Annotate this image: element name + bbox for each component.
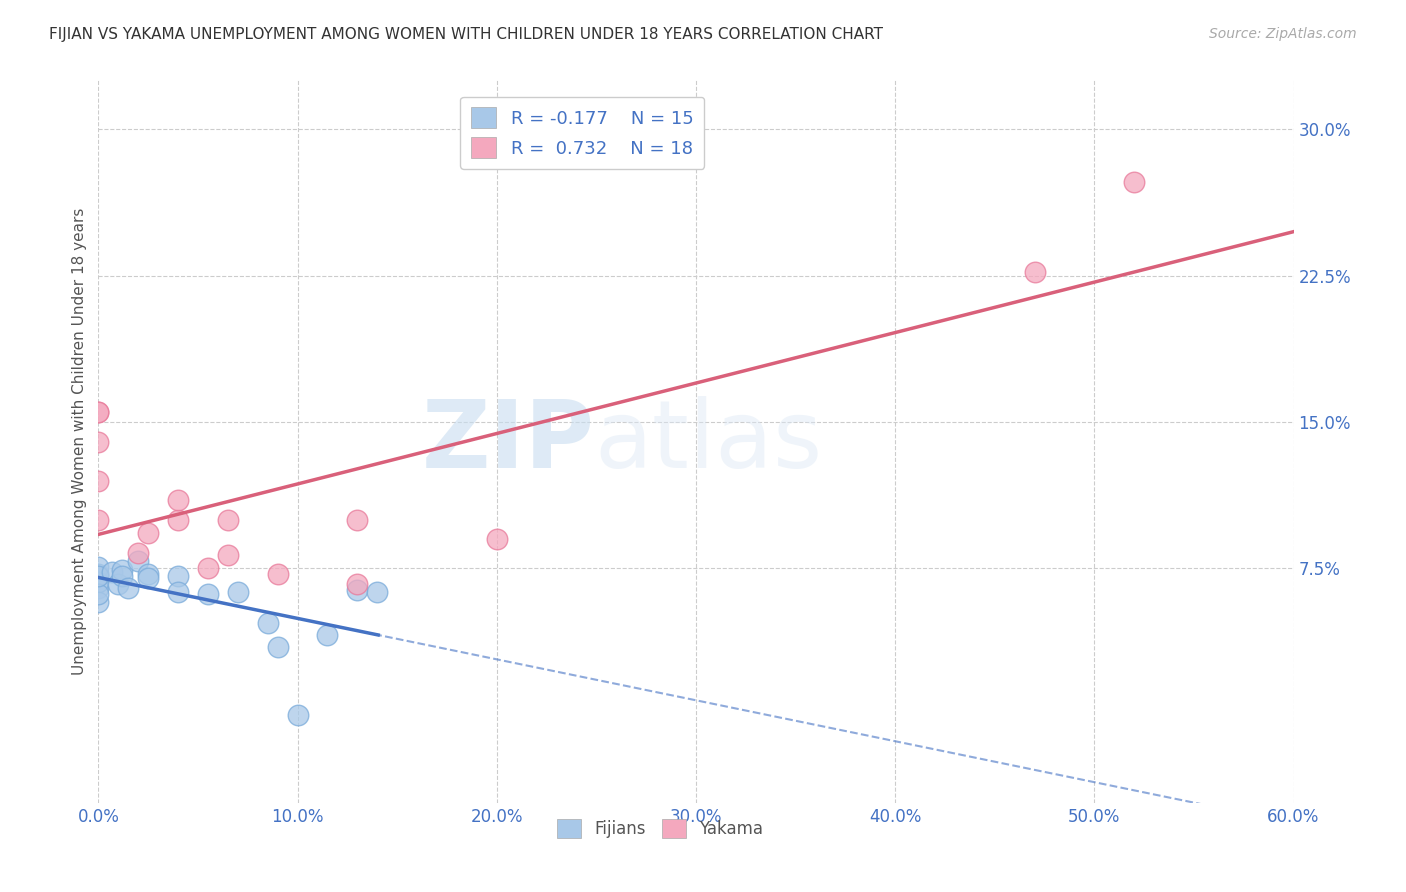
Point (346, 577, 368, 591)
Point (87, 405, 110, 419)
Point (217, 513, 239, 527)
Point (167, 513, 190, 527)
Point (87, 474, 110, 488)
Point (127, 546, 149, 560)
Point (167, 569, 190, 583)
Point (197, 561, 219, 575)
Point (87, 567, 110, 582)
Text: atlas: atlas (595, 395, 823, 488)
Point (87, 513, 110, 527)
Point (111, 563, 134, 577)
Point (87, 581, 110, 595)
Point (87, 434, 110, 449)
Point (87, 587, 110, 601)
Point (287, 707, 309, 722)
Point (346, 582, 368, 597)
Point (101, 566, 124, 580)
Point (111, 569, 134, 583)
Point (366, 585, 388, 599)
Point (226, 585, 249, 599)
Point (167, 585, 190, 599)
Point (136, 567, 159, 582)
Point (316, 628, 339, 642)
Point (127, 554, 149, 568)
Point (267, 640, 290, 654)
Point (87, 569, 110, 583)
Point (117, 581, 139, 595)
Point (87, 559, 110, 574)
Point (485, 532, 508, 546)
Point (136, 571, 159, 585)
Point (87, 575, 110, 590)
Point (256, 616, 278, 631)
Point (217, 548, 239, 562)
Point (1024, 265, 1046, 279)
Point (167, 493, 190, 508)
Point (346, 513, 368, 527)
Text: ZIP: ZIP (422, 395, 595, 488)
Text: FIJIAN VS YAKAMA UNEMPLOYMENT AMONG WOMEN WITH CHILDREN UNDER 18 YEARS CORRELATI: FIJIAN VS YAKAMA UNEMPLOYMENT AMONG WOME… (49, 27, 883, 42)
Point (107, 577, 129, 591)
Point (136, 526, 159, 541)
Y-axis label: Unemployment Among Women with Children Under 18 years: Unemployment Among Women with Children U… (72, 208, 87, 675)
Text: Source: ZipAtlas.com: Source: ZipAtlas.com (1209, 27, 1357, 41)
Point (1123, 175, 1146, 189)
Point (87, 595, 110, 609)
Point (87, 405, 110, 419)
Point (267, 567, 290, 582)
Point (197, 587, 219, 601)
Legend: Fijians, Yakama: Fijians, Yakama (551, 813, 769, 845)
